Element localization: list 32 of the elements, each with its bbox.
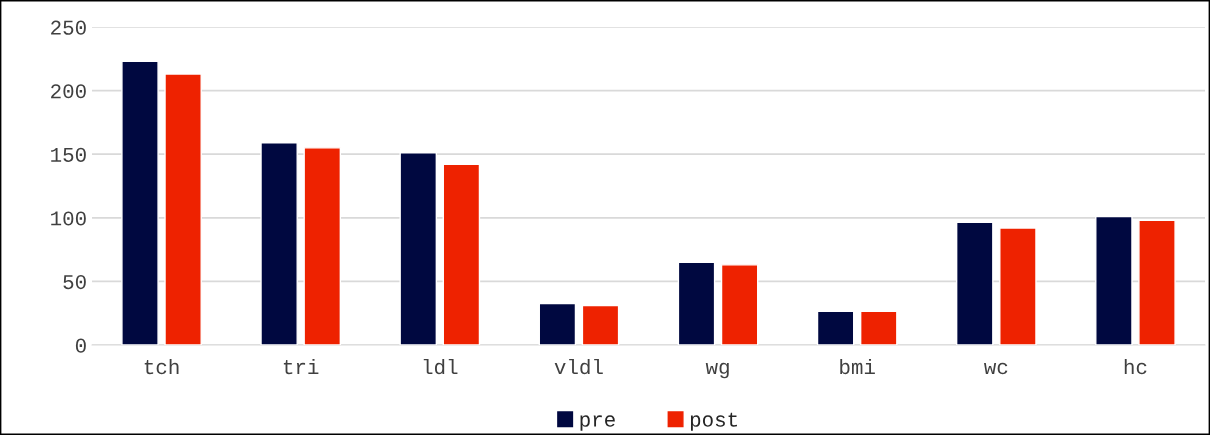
bar (260, 142, 298, 345)
x-tick-label: vldl (554, 358, 603, 375)
y-tick-label: 0 (75, 338, 86, 353)
bar (1138, 219, 1176, 345)
y-tick-label: 100 (51, 211, 86, 226)
legend-label: pre (580, 415, 615, 431)
x-tick-label: wc (984, 362, 1008, 375)
bar (442, 163, 481, 345)
bar (399, 152, 438, 345)
y-tick-label: 200 (51, 84, 86, 99)
bar (121, 60, 159, 345)
x-tick-label: bmi (840, 358, 875, 375)
bar (859, 310, 898, 345)
bar (677, 261, 716, 345)
legend-label: post (690, 412, 737, 431)
bar (720, 264, 759, 345)
bar (303, 147, 342, 345)
y-tick-label: 250 (51, 20, 86, 35)
x-tick-label: wg (705, 362, 729, 379)
y-tick-label: 50 (63, 275, 86, 290)
bar (999, 227, 1037, 345)
x-tick-label: hc (1124, 358, 1147, 375)
x-tick-label: tch (144, 358, 179, 375)
x-tick-label: ldl (423, 358, 458, 375)
bar (955, 221, 994, 345)
bar (581, 304, 620, 345)
bar (164, 73, 202, 345)
bar (816, 310, 855, 345)
y-tick-label: 150 (51, 147, 86, 162)
x-tick-label: tri (283, 358, 319, 375)
bar (1095, 215, 1133, 345)
bar (538, 302, 577, 345)
